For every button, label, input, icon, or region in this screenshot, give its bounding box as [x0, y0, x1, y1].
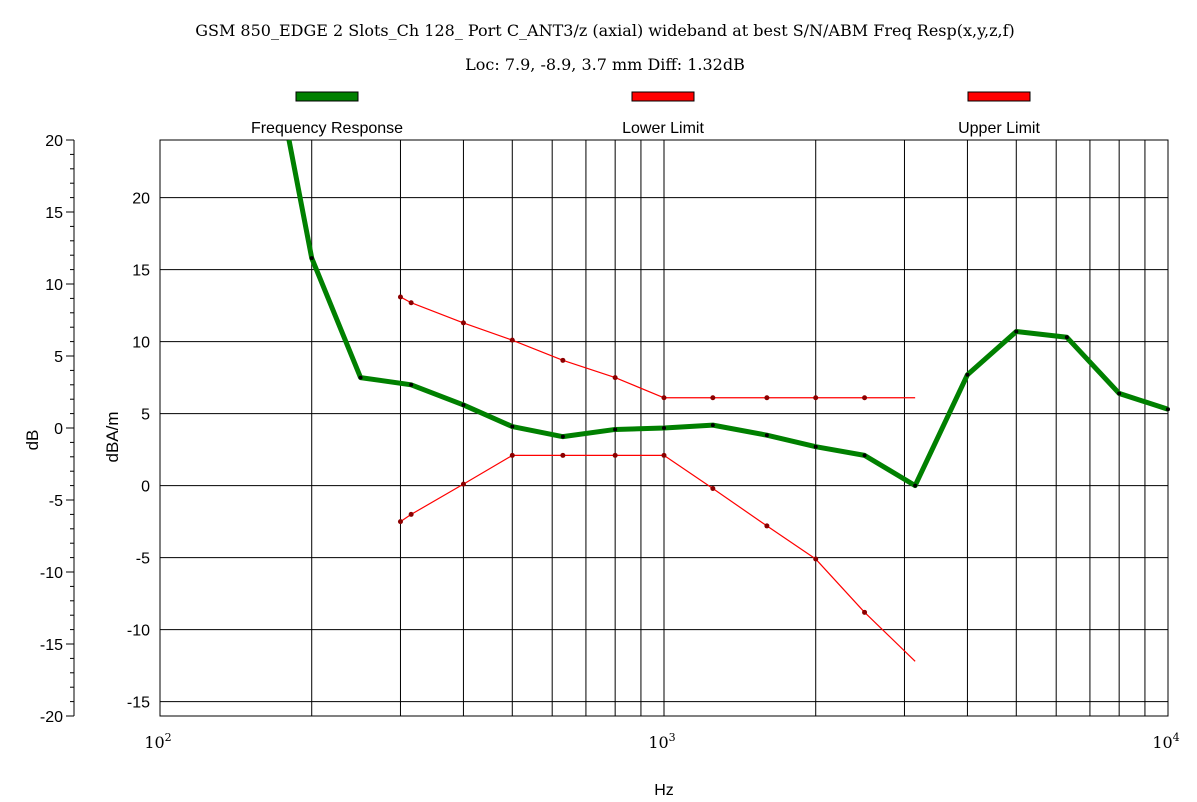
legend-label: Frequency Response: [251, 120, 403, 137]
left-axis-tick-label: -15: [40, 637, 63, 654]
data-point: [560, 357, 566, 363]
data-point: [397, 519, 403, 525]
left-axis-tick-label: 0: [54, 421, 63, 438]
left-axis-tick-label: -20: [40, 709, 63, 726]
data-point: [813, 444, 818, 449]
data-point: [461, 402, 466, 407]
x-axis-tick-label: 104: [1152, 731, 1179, 752]
right-axis-tick-label: -5: [136, 551, 150, 568]
series-line-3: [400, 296, 916, 399]
data-point: [661, 452, 667, 458]
data-point: [1117, 391, 1122, 396]
left-axis-tick-label: 15: [45, 205, 63, 222]
right-axis-tick-label: 10: [132, 335, 150, 352]
data-point: [560, 452, 566, 458]
left-axis-tick-label: -5: [49, 493, 63, 510]
left-axis-tick-label: 10: [45, 277, 63, 294]
legend-label: Upper Limit: [958, 120, 1040, 137]
series-layer: [286, 139, 1170, 662]
data-point: [1166, 407, 1170, 412]
data-point: [764, 433, 769, 438]
left-axis-tick-label: 20: [45, 133, 63, 150]
x-axis: 102 103 104: [144, 731, 1179, 752]
data-point: [913, 483, 918, 488]
data-point: [862, 453, 867, 458]
left-axis-tick-label: 5: [54, 349, 63, 366]
data-point: [662, 426, 666, 430]
data-point: [460, 481, 466, 487]
data-point: [408, 511, 414, 517]
chart-subtitle: Loc: 7.9, -8.9, 3.7 mm Diff: 1.32dB: [465, 55, 745, 74]
data-point: [309, 256, 314, 261]
data-point: [612, 375, 618, 381]
data-point: [509, 452, 515, 458]
data-point: [358, 375, 363, 380]
data-point: [560, 434, 565, 439]
data-point: [764, 395, 770, 401]
data-point: [397, 294, 403, 300]
data-point: [612, 452, 618, 458]
right-axis-label: dBA/m: [103, 411, 122, 462]
data-point: [813, 556, 819, 562]
left-axis-label: dB: [23, 430, 42, 451]
left-axis-tick-label: -10: [40, 565, 63, 582]
legend: Frequency Response Lower Limit Upper Limit: [251, 91, 1040, 137]
right-axis-tick-label: 15: [132, 263, 150, 280]
data-point: [710, 423, 715, 428]
data-point: [813, 395, 819, 401]
legend-swatch: [295, 91, 359, 102]
data-point: [965, 372, 970, 377]
data-point: [764, 523, 770, 529]
data-point: [613, 427, 618, 432]
right-axis-tick-label: 5: [141, 407, 150, 424]
right-axis-tick-label: 20: [132, 191, 150, 208]
data-point: [510, 424, 515, 429]
chart-title: GSM 850_EDGE 2 Slots_Ch 128_ Port C_ANT3…: [195, 21, 1015, 40]
left-axis: 20 15 10 5 0 -5 -10 -15 -20: [40, 133, 75, 726]
data-point: [509, 337, 515, 343]
data-point: [1014, 329, 1019, 334]
data-point: [1064, 335, 1069, 340]
legend-swatch: [631, 91, 695, 102]
legend-label: Lower Limit: [622, 120, 704, 137]
right-axis-tick-label: -10: [127, 623, 150, 640]
data-point: [710, 395, 716, 401]
x-axis-tick-label: 103: [648, 731, 675, 752]
data-point: [661, 395, 667, 401]
x-axis-tick-label: 102: [144, 731, 171, 752]
series-line-2: [400, 454, 916, 662]
right-axis-tick-label: -15: [127, 695, 150, 712]
right-axis-tick-label: 0: [141, 479, 150, 496]
data-point: [710, 485, 716, 491]
legend-swatch: [967, 91, 1031, 102]
data-point: [408, 300, 414, 306]
data-point: [460, 320, 466, 326]
x-axis-label: Hz: [654, 782, 674, 799]
data-point: [862, 395, 868, 401]
data-point: [409, 382, 414, 387]
data-point: [862, 609, 868, 615]
grid: 20 15 10 5 0 -5 -10 -15: [127, 140, 1168, 716]
